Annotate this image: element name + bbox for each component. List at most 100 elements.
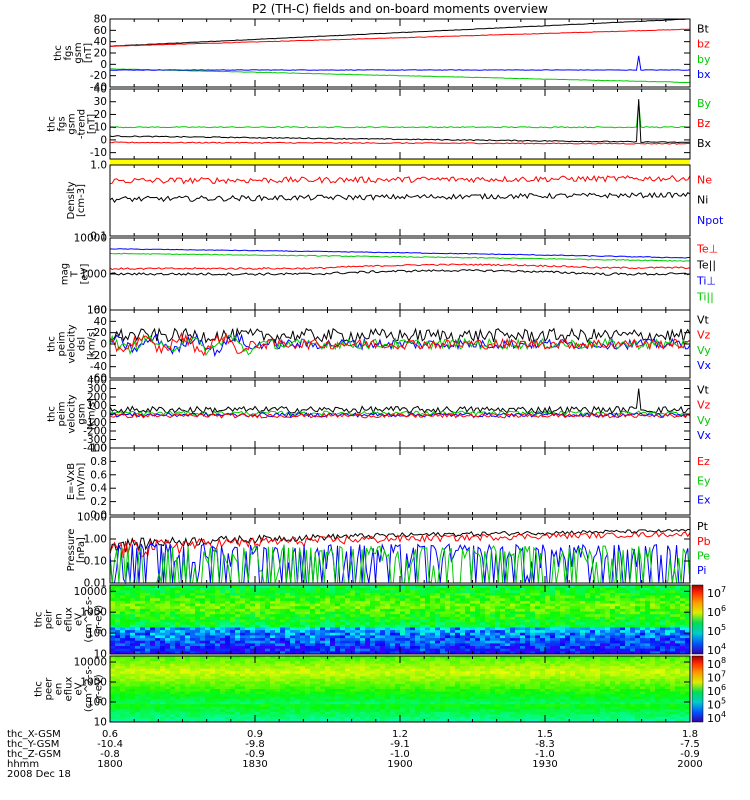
spectrogram-cell <box>140 668 146 672</box>
y-axis-label: dsl <box>77 337 88 351</box>
spectrogram-cell <box>145 590 151 594</box>
spectrogram-cell <box>490 614 496 618</box>
spectrogram-cell <box>450 658 456 662</box>
spectrogram-cell <box>255 666 261 670</box>
spectrogram-cell <box>140 592 146 597</box>
spectrogram-cell <box>545 632 551 636</box>
spectrogram-cell <box>530 648 536 652</box>
spectrogram-cell <box>285 592 291 597</box>
spectrogram-cell <box>390 676 396 680</box>
spectrogram-cell <box>155 638 161 642</box>
spectrogram-cell <box>540 606 546 610</box>
spectrogram-cell <box>180 646 186 650</box>
spectrogram-cell <box>465 648 471 652</box>
spectrogram-cell <box>195 611 201 615</box>
spectrogram-cell <box>460 624 466 628</box>
spectrogram-cell <box>620 616 626 620</box>
spectrogram-cell <box>650 648 656 652</box>
spectrogram-cell <box>320 651 326 655</box>
spectrogram-cell <box>350 624 356 628</box>
spectrogram-cell <box>270 661 276 665</box>
spectrogram-cell <box>310 611 316 615</box>
spectrogram-cell <box>335 587 341 591</box>
spectrogram-cell <box>410 616 416 620</box>
spectrogram-cell <box>265 585 271 589</box>
spectrogram-cell <box>625 608 631 612</box>
spectrogram-cell <box>115 630 121 634</box>
spectrogram-cell <box>255 658 261 662</box>
spectrogram-cell <box>635 646 641 650</box>
spectrogram-cell <box>555 681 561 685</box>
spectrogram-cell <box>130 661 136 665</box>
spectrogram-cell <box>480 587 486 591</box>
spectrogram-cell <box>215 624 221 628</box>
spectrogram-cell <box>475 608 481 612</box>
spectrogram-cell <box>140 638 146 642</box>
spectrogram-cell <box>385 592 391 597</box>
spectrogram-cell <box>670 606 676 610</box>
spectrogram-cell <box>250 671 256 675</box>
spectrogram-cell <box>120 614 126 618</box>
spectrogram-cell <box>120 608 126 612</box>
spectrogram-cell <box>520 616 526 620</box>
spectrogram-cell <box>545 648 551 652</box>
spectrogram-cell <box>405 600 411 604</box>
spectrogram-cell <box>260 622 266 626</box>
spectrogram-cell <box>415 587 421 591</box>
spectrogram-cell <box>240 646 246 650</box>
spectrogram-cell <box>590 632 596 636</box>
spectrogram-cell <box>120 651 126 655</box>
legend-by: by <box>697 53 711 66</box>
spectrogram-cell <box>615 640 621 644</box>
spectrogram-cell <box>430 643 436 647</box>
spectrogram-cell <box>495 651 501 655</box>
spectrogram-cell <box>150 678 156 682</box>
spectrogram-cell <box>265 663 271 667</box>
spectrogram-cell <box>655 651 661 655</box>
spectrogram-cell <box>305 622 311 626</box>
spectrogram-cell <box>590 611 596 615</box>
spectrogram-cell <box>480 643 486 647</box>
spectrogram-cell <box>240 606 246 610</box>
spectrogram-cell <box>120 671 126 675</box>
spectrogram-cell <box>660 600 666 604</box>
spectrogram-cell <box>535 616 541 620</box>
spectrogram-cell <box>595 671 601 675</box>
spectrogram-cell <box>525 638 531 642</box>
spectrogram-cell <box>655 616 661 620</box>
spectrogram-cell <box>585 585 591 589</box>
spectrogram-cell <box>630 643 636 647</box>
spectrogram-cell <box>145 673 151 677</box>
spectrogram-cell <box>330 622 336 626</box>
spectrogram-cell <box>635 668 641 672</box>
spectrogram-cell <box>395 671 401 675</box>
spectrogram-cell <box>185 651 191 655</box>
spectrogram-cell <box>575 606 581 610</box>
spectrogram-cell <box>125 585 131 589</box>
spectrogram-cell <box>165 648 171 652</box>
spectrogram-cell <box>280 619 286 623</box>
spectrogram-cell <box>305 676 311 680</box>
spectrogram-cell <box>270 640 276 644</box>
spectrogram-cell <box>260 656 266 659</box>
spectrogram-cell <box>295 663 301 667</box>
spectrogram-cell <box>115 640 121 644</box>
spectrogram-cell <box>530 671 536 675</box>
spectrogram-cell <box>505 635 511 639</box>
spectrogram-cell <box>425 622 431 626</box>
spectrogram-cell <box>600 592 606 597</box>
spectrogram-cell <box>140 600 146 604</box>
spectrogram-cell <box>510 611 516 615</box>
spectrogram-cell <box>430 668 436 672</box>
spectrogram-cell <box>660 648 666 652</box>
spectrogram-cell <box>305 606 311 610</box>
spectrogram-cell <box>510 681 516 685</box>
spectrogram-cell <box>245 595 251 599</box>
spectrogram-cell <box>505 638 511 642</box>
spectrogram-cell <box>655 640 661 644</box>
spectrogram-cell <box>560 663 566 667</box>
spectrogram-cell <box>355 638 361 642</box>
spectrogram-cell <box>175 640 181 644</box>
y-tick-label: 0.0 <box>90 510 107 522</box>
spectrogram-cell <box>135 598 141 602</box>
